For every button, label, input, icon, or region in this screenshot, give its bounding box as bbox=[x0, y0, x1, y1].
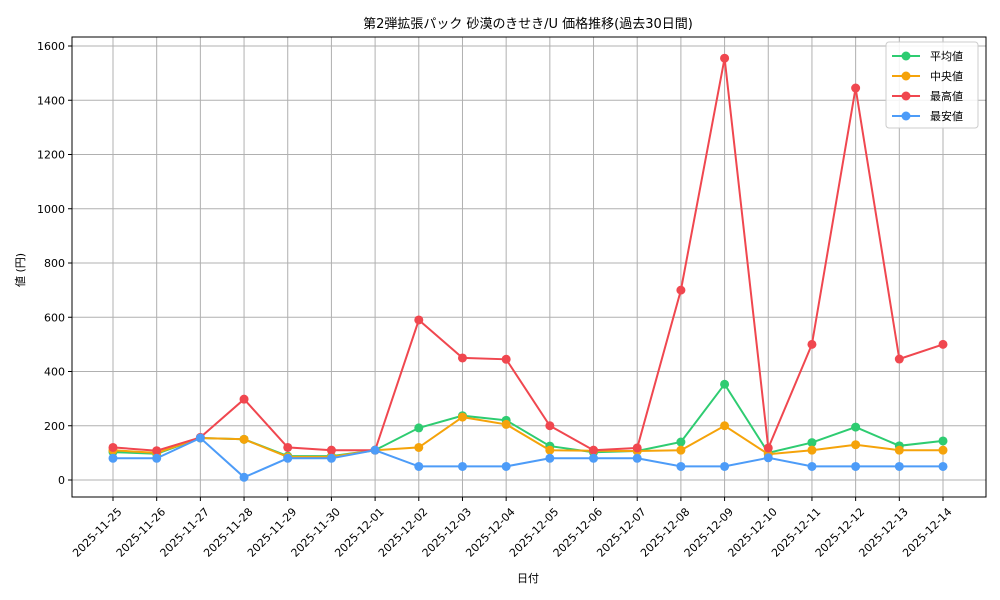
data-point bbox=[589, 445, 599, 455]
data-series bbox=[108, 53, 948, 482]
data-point bbox=[501, 354, 511, 364]
series-3 bbox=[108, 433, 948, 482]
data-point bbox=[851, 440, 861, 450]
y-tick-label: 800 bbox=[44, 257, 65, 270]
data-point bbox=[763, 453, 773, 463]
legend-item: 最高値 bbox=[892, 89, 963, 103]
series-line bbox=[112, 58, 944, 452]
y-tick-label: 400 bbox=[44, 366, 65, 379]
data-point bbox=[501, 461, 511, 471]
data-point bbox=[763, 443, 773, 453]
x-axis-label: 日付 bbox=[517, 572, 539, 585]
data-point bbox=[894, 354, 904, 364]
data-point bbox=[720, 53, 730, 63]
data-point bbox=[108, 453, 118, 463]
data-point bbox=[414, 423, 424, 433]
legend-item: 最安値 bbox=[892, 109, 963, 123]
data-point bbox=[720, 379, 730, 389]
legend-marker-icon bbox=[901, 111, 911, 121]
y-tick-label: 200 bbox=[44, 420, 65, 433]
data-point bbox=[632, 453, 642, 463]
series-2 bbox=[108, 53, 948, 456]
data-point bbox=[807, 445, 817, 455]
data-point bbox=[108, 442, 118, 452]
data-point bbox=[676, 445, 686, 455]
data-point bbox=[676, 461, 686, 471]
y-axis-label: 値 (円) bbox=[14, 253, 27, 287]
legend-label: 最高値 bbox=[930, 89, 963, 103]
data-point bbox=[851, 461, 861, 471]
y-tick-label: 600 bbox=[44, 311, 65, 324]
data-point bbox=[152, 446, 162, 456]
data-point bbox=[414, 461, 424, 471]
data-point bbox=[326, 453, 336, 463]
legend-item: 中央値 bbox=[892, 70, 963, 83]
data-point bbox=[720, 421, 730, 431]
data-point bbox=[720, 461, 730, 471]
data-point bbox=[326, 445, 336, 455]
data-point bbox=[457, 412, 467, 422]
data-point bbox=[239, 434, 249, 444]
legend-label: 中央値 bbox=[930, 70, 963, 83]
data-point bbox=[632, 443, 642, 453]
data-point bbox=[589, 453, 599, 463]
data-point bbox=[545, 445, 555, 455]
series-line bbox=[112, 382, 944, 458]
data-point bbox=[457, 461, 467, 471]
y-tick-label: 1000 bbox=[37, 203, 65, 216]
data-point bbox=[501, 419, 511, 429]
data-point bbox=[545, 453, 555, 463]
data-point bbox=[851, 83, 861, 93]
data-point bbox=[676, 285, 686, 295]
y-tick-label: 1200 bbox=[37, 149, 65, 162]
data-point bbox=[938, 461, 948, 471]
data-point bbox=[370, 445, 380, 455]
legend-marker-icon bbox=[901, 71, 911, 81]
legend-label: 最安値 bbox=[930, 109, 963, 123]
legend-item: 平均値 bbox=[892, 50, 963, 63]
data-point bbox=[938, 339, 948, 349]
axes: 2025-11-252025-11-262025-11-272025-11-28… bbox=[37, 36, 987, 560]
data-point bbox=[195, 433, 205, 443]
legend-box bbox=[885, 41, 979, 129]
data-point bbox=[938, 445, 948, 455]
data-point bbox=[894, 445, 904, 455]
data-point bbox=[807, 438, 817, 448]
series-line bbox=[112, 416, 943, 458]
data-point bbox=[283, 453, 293, 463]
data-point bbox=[283, 442, 293, 452]
series-1 bbox=[108, 412, 948, 462]
legend-label: 平均値 bbox=[930, 50, 963, 63]
y-tick-label: 0 bbox=[58, 474, 65, 487]
data-point bbox=[414, 315, 424, 325]
data-point bbox=[938, 436, 948, 446]
plot-frame bbox=[71, 36, 987, 498]
data-point bbox=[414, 442, 424, 452]
chart-title: 第2弾拡張パック 砂漠のきせき/U 価格推移(過去30日間) bbox=[363, 16, 693, 32]
data-point bbox=[239, 394, 249, 404]
gridlines bbox=[72, 37, 986, 497]
legend-marker-icon bbox=[901, 91, 911, 101]
data-point bbox=[676, 437, 686, 447]
data-point bbox=[807, 461, 817, 471]
y-tick-label: 1400 bbox=[37, 94, 65, 107]
legend-marker-icon bbox=[901, 51, 911, 61]
data-point bbox=[239, 472, 249, 482]
data-point bbox=[894, 461, 904, 471]
data-point bbox=[851, 422, 861, 432]
data-point bbox=[152, 453, 162, 463]
y-tick-label: 1600 bbox=[37, 40, 65, 53]
series-line bbox=[113, 436, 943, 479]
data-point bbox=[807, 339, 817, 349]
data-point bbox=[545, 421, 555, 431]
data-point bbox=[457, 353, 467, 363]
